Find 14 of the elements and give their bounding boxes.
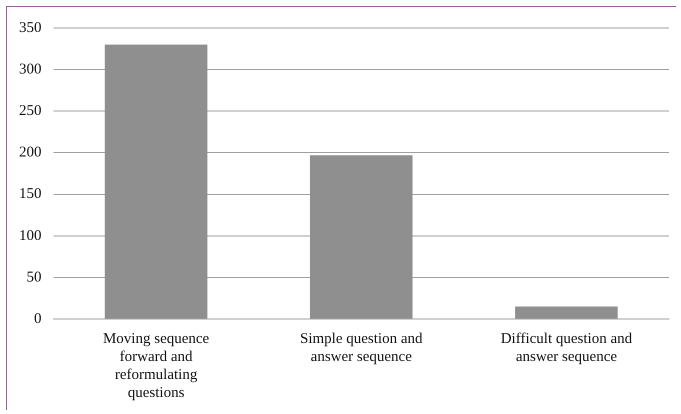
y-tick-label: 300	[19, 62, 42, 78]
y-tick-label: 250	[19, 103, 42, 120]
bar	[104, 44, 208, 318]
x-tick-label: Moving sequence forward and reformulating questions	[102, 330, 210, 401]
bar	[515, 306, 618, 318]
x-tick-label: Difficult question and answer sequence	[500, 330, 633, 365]
y-tick-label: 350	[19, 20, 42, 36]
y-tick-label: 50	[26, 269, 42, 286]
y-tick-label: 200	[19, 144, 42, 161]
y-tick-label: 0	[34, 310, 42, 327]
bar	[310, 155, 413, 318]
y-tick-label: 150	[19, 186, 42, 202]
y-tick-label: 100	[19, 228, 42, 244]
x-tick-label: Simple question and answer sequence	[300, 330, 423, 365]
